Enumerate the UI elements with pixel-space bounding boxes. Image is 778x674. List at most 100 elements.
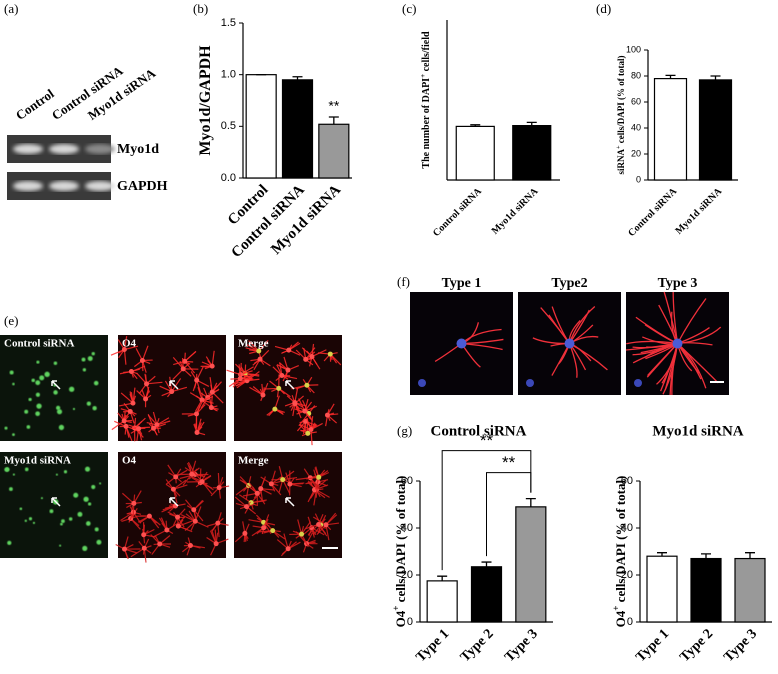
significance-bracket <box>441 450 532 571</box>
cell <box>276 385 282 391</box>
micrograph: Merge <box>234 452 342 558</box>
process <box>248 519 264 523</box>
cell <box>302 408 308 414</box>
process <box>146 381 163 385</box>
cell <box>68 386 75 392</box>
cell <box>128 369 134 375</box>
process <box>251 499 267 504</box>
cell <box>209 363 215 369</box>
cell <box>55 473 58 476</box>
cell <box>77 511 83 517</box>
process <box>297 519 303 535</box>
process <box>121 492 135 504</box>
process <box>120 392 134 404</box>
cell <box>170 486 176 492</box>
y-axis-label: O4+ cells/DAPI (% of total) <box>611 476 628 628</box>
cell <box>86 401 91 406</box>
error-bar <box>292 76 303 80</box>
blot-band <box>85 144 115 154</box>
cell <box>122 546 128 552</box>
x-tick-label: Control siRNA <box>431 185 485 239</box>
cell <box>121 347 127 353</box>
y-axis-label-part: cells/DAPI (% of total) <box>393 476 408 606</box>
cell <box>141 532 147 538</box>
cell <box>194 429 200 435</box>
cell <box>53 390 58 395</box>
nucleus <box>526 379 534 387</box>
error-bar <box>701 553 711 559</box>
cell <box>5 467 10 472</box>
y-axis-label-part: cells/DAPI (% of total) <box>613 476 628 606</box>
panel-label: (e) <box>4 313 18 328</box>
cell <box>72 407 76 411</box>
error-bar <box>525 497 536 507</box>
cell <box>194 377 200 383</box>
process <box>281 374 298 380</box>
cell <box>55 405 61 411</box>
cell <box>192 518 198 524</box>
bar <box>470 566 503 623</box>
cell <box>199 479 205 485</box>
y-axis-label-part: + <box>611 606 621 611</box>
cell <box>175 514 181 520</box>
cell <box>285 546 291 552</box>
y-axis-label-part: O4 <box>393 610 408 627</box>
cell <box>258 486 264 492</box>
cell <box>256 348 262 354</box>
blot-band <box>13 181 43 191</box>
process <box>301 521 311 535</box>
y-axis-label: O4+ cells/DAPI (% of total) <box>391 476 408 628</box>
cell <box>12 433 15 437</box>
cell <box>85 521 91 526</box>
process <box>632 342 678 364</box>
cell <box>53 361 58 365</box>
process <box>194 506 202 522</box>
cell <box>61 519 65 524</box>
cell <box>49 509 54 514</box>
cell <box>146 513 152 519</box>
cell <box>180 366 186 372</box>
cell <box>136 426 142 432</box>
process <box>626 340 678 345</box>
y-tick-label: 20 <box>401 569 413 581</box>
cell <box>24 519 27 523</box>
cell <box>60 522 63 526</box>
process <box>173 479 187 490</box>
cell <box>94 527 99 532</box>
cell <box>131 500 137 506</box>
cell <box>31 378 35 383</box>
cell <box>182 358 188 364</box>
process <box>211 350 215 367</box>
bar <box>734 557 766 623</box>
cell <box>216 485 222 491</box>
cell <box>261 525 267 531</box>
y-tick-label: 1.0 <box>221 69 236 81</box>
bar <box>646 555 678 623</box>
cell <box>68 517 73 521</box>
cell <box>257 356 263 362</box>
band-label: GAPDH <box>117 179 168 194</box>
bar <box>318 123 350 179</box>
error-bar <box>665 74 676 79</box>
cell <box>130 400 136 406</box>
cell <box>36 403 42 409</box>
micrograph: O4 <box>115 452 230 563</box>
cell <box>9 370 14 375</box>
micrograph-bg <box>0 335 108 441</box>
y-axis-label-part: siRNA <box>616 149 626 175</box>
error-bar <box>437 575 448 581</box>
cell <box>169 389 175 395</box>
process <box>310 429 313 446</box>
cell <box>87 502 92 506</box>
micrograph <box>625 291 729 396</box>
process <box>171 378 182 392</box>
cell <box>237 376 243 382</box>
y-tick-label: 1.5 <box>221 17 236 29</box>
type-title: Type2 <box>551 276 587 291</box>
cell <box>82 368 87 372</box>
arrow <box>285 497 295 507</box>
cell <box>28 517 33 521</box>
significance-bracket <box>486 472 532 557</box>
micrograph: Myo1d siRNA <box>0 452 108 558</box>
y-axis-label-part: Myo1d/GAPDH <box>197 45 214 156</box>
